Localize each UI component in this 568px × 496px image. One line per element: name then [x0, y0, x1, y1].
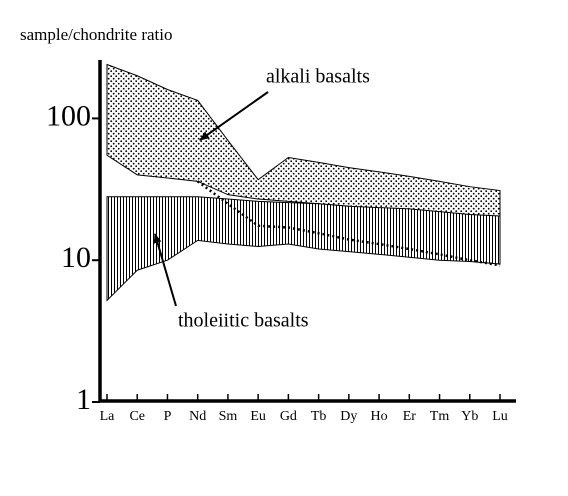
annotation: tholeiitic basalts	[178, 310, 309, 332]
annotation-arrow	[199, 91, 269, 141]
annotation-arrow	[153, 233, 177, 307]
x-tick-label: Lu	[492, 409, 508, 424]
x-tick-label: Dy	[340, 409, 357, 424]
x-tick-label: Eu	[250, 409, 266, 424]
y-tick-label: 1	[76, 383, 91, 416]
x-tick-label: Tb	[311, 409, 327, 424]
x-tick-label: Yb	[461, 409, 478, 424]
x-tick-label: Gd	[280, 409, 297, 424]
band	[106, 196, 501, 302]
y-tick-label: 10	[61, 241, 91, 274]
annotation: alkali basalts	[266, 66, 370, 88]
y-tick-label: 100	[46, 99, 91, 132]
y-axis-label: sample/chondrite ratio	[20, 25, 172, 44]
plot-area	[106, 63, 501, 302]
x-tick-label: Nd	[189, 409, 206, 424]
x-tick-label: Ce	[129, 409, 145, 424]
x-tick-label: Er	[403, 409, 417, 424]
x-tick-label: Ho	[371, 409, 388, 424]
x-tick-label: La	[100, 409, 116, 424]
x-tick-label: Sm	[219, 409, 238, 424]
x-tick-label: Tm	[430, 409, 450, 424]
x-tick-label: P	[164, 409, 172, 424]
line	[196, 180, 501, 267]
